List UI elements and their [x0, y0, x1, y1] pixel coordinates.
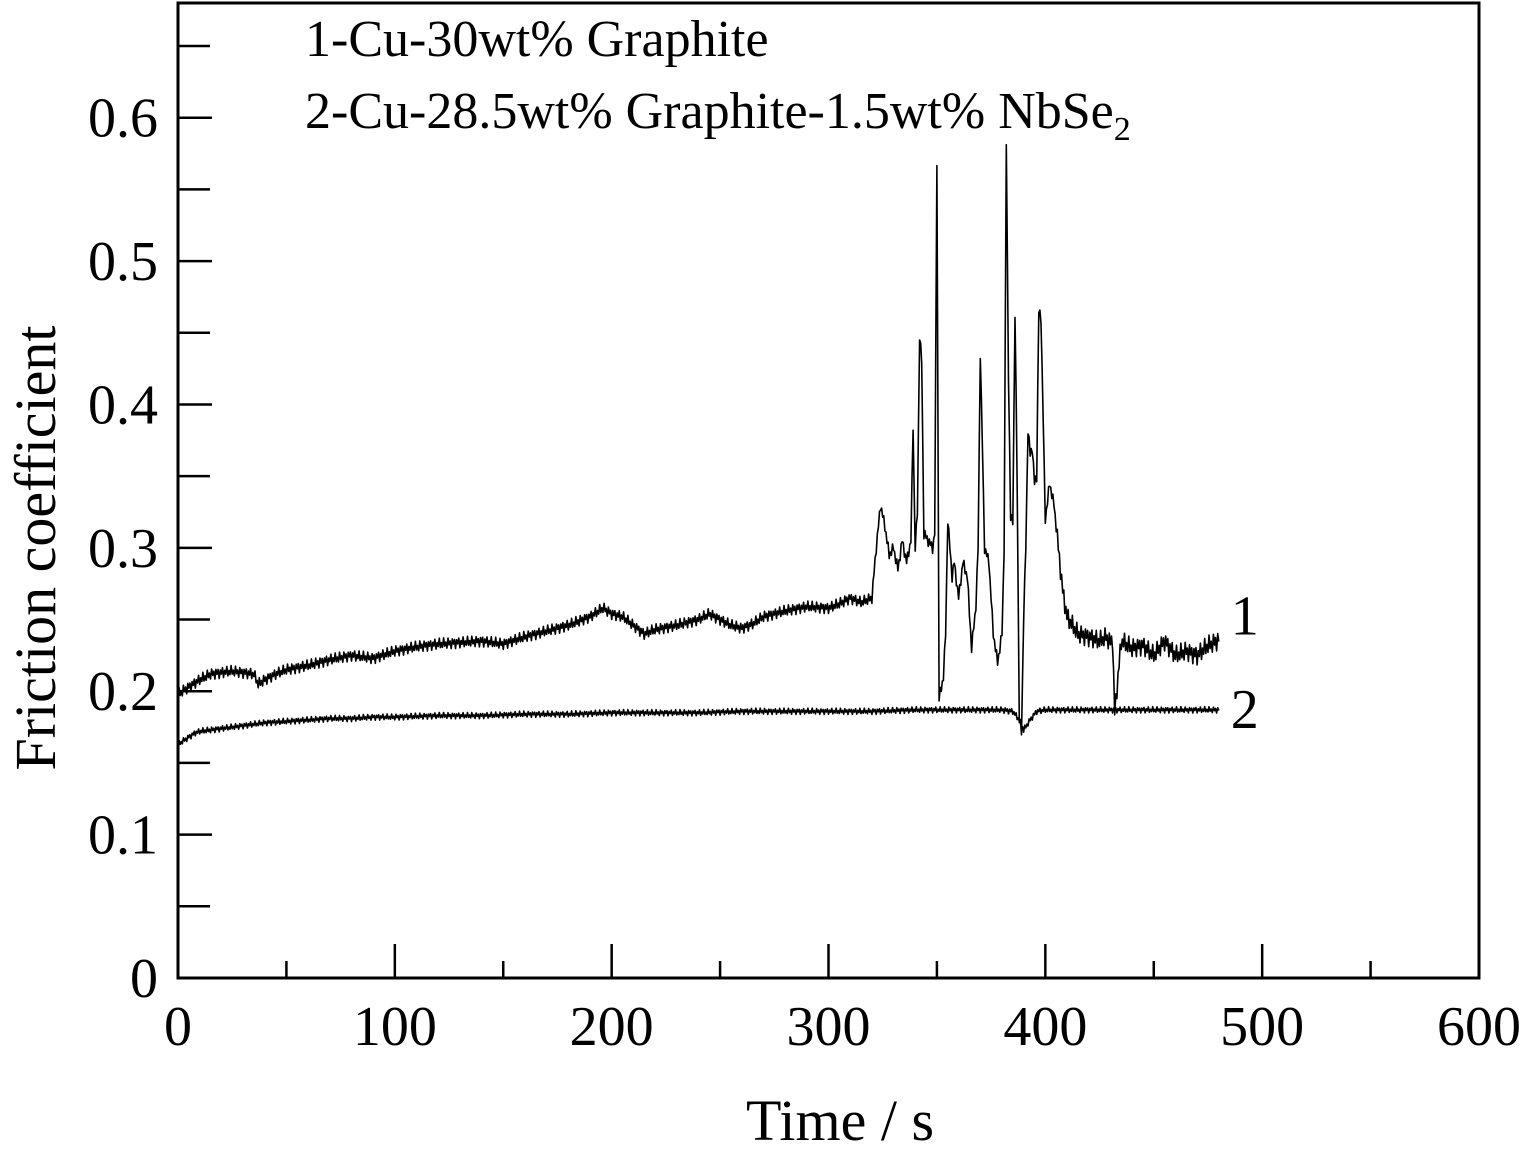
x-tick-label-0: 0 — [164, 996, 192, 1058]
plot-frame — [176, 1, 1481, 980]
series-label-2: 2 — [1231, 679, 1259, 741]
legend-entry-1: 1-Cu-30wt% Graphite — [305, 11, 769, 68]
x-tick-label-300: 300 — [787, 996, 871, 1058]
series-label-1: 1 — [1231, 586, 1259, 648]
y-tick-label-0.3: 0.3 — [88, 518, 158, 580]
y-tick-label-0.5: 0.5 — [88, 231, 158, 293]
x-tick-labels: 0 100 200 300 400 500 600 — [164, 996, 1521, 1058]
x-tick-label-200: 200 — [570, 996, 654, 1058]
x-axis-title: Time / s — [746, 1088, 934, 1153]
x-tick-label-400: 400 — [1003, 996, 1087, 1058]
y-tick-label-0.2: 0.2 — [88, 661, 158, 723]
axis-ticks — [178, 44, 1372, 978]
y-tick-label-0.6: 0.6 — [88, 88, 158, 150]
series-labels: 12 — [1231, 586, 1259, 741]
y-tick-label-0.1: 0.1 — [88, 805, 158, 867]
legend-entry-2: 2-Cu-28.5wt% Graphite-1.5wt% NbSe2 — [305, 83, 1131, 148]
x-tick-label-600: 600 — [1437, 996, 1521, 1058]
series-line-2 — [177, 705, 1220, 747]
series-group — [177, 143, 1220, 747]
y-tick-label-0.4: 0.4 — [88, 374, 158, 436]
x-tick-label-100: 100 — [353, 996, 437, 1058]
y-tick-labels: 0 0.1 0.2 0.3 0.4 0.5 0.6 — [88, 88, 158, 1010]
series-line-1 — [177, 143, 1220, 736]
y-axis-title: Friction coefficient — [3, 325, 68, 770]
y-tick-label-0: 0 — [130, 948, 158, 1010]
x-tick-label-500: 500 — [1220, 996, 1304, 1058]
